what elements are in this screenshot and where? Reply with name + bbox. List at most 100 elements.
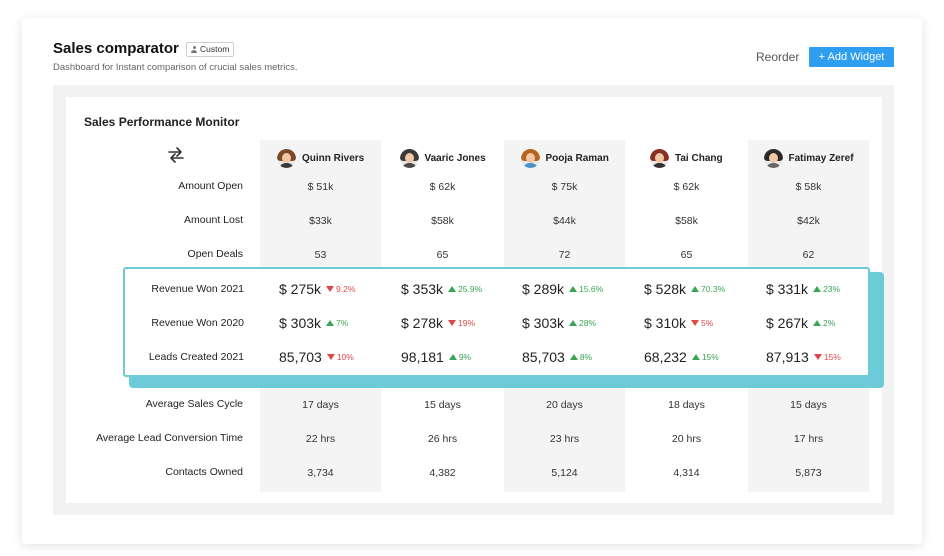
metric-cell: $ 289k 15.6% xyxy=(522,281,603,297)
row-label: Contacts Owned xyxy=(165,466,243,478)
row-label: Amount Lost xyxy=(184,214,243,226)
metric-value: $ 353k xyxy=(401,281,444,297)
custom-badge-label: Custom xyxy=(200,44,230,54)
trend-indicator: 15% xyxy=(813,352,841,362)
avatar-face xyxy=(768,152,778,163)
table-cell: 65 xyxy=(436,249,449,261)
row-label: Average Sales Cycle xyxy=(145,398,243,410)
table-cell: 62 xyxy=(802,249,815,261)
arrow-up-icon xyxy=(448,286,457,292)
avatar xyxy=(520,148,540,168)
table-cell: $33k xyxy=(309,215,332,227)
trend-indicator: 15.6% xyxy=(569,284,603,294)
person-name: Quinn Rivers xyxy=(302,152,365,164)
trend-indicator: 15% xyxy=(691,352,719,362)
metric-value: $ 275k xyxy=(279,281,322,297)
page-title: Sales comparator xyxy=(53,40,179,57)
metric-value: $ 310k xyxy=(644,315,687,331)
metric-cell: $ 353k 25.9% xyxy=(401,281,482,297)
arrow-up-icon xyxy=(691,354,700,360)
arrow-up-icon xyxy=(326,320,335,326)
table-cell: 3,734 xyxy=(307,467,334,479)
avatar xyxy=(277,148,296,168)
table-cell: 15 days xyxy=(424,399,461,411)
metric-cell: 87,913 15% xyxy=(766,349,841,365)
trend-indicator: 5% xyxy=(691,318,713,328)
avatar-face xyxy=(404,152,414,163)
metric-cell: $ 275k 9.2% xyxy=(279,281,355,297)
metric-value: 68,232 xyxy=(644,349,687,365)
person-name: Tai Chang xyxy=(675,152,723,164)
metric-value: $ 528k xyxy=(644,281,687,297)
table-cell: $58k xyxy=(431,215,454,227)
reorder-link[interactable]: Reorder xyxy=(756,50,800,64)
trend-indicator: 19% xyxy=(448,318,475,328)
metric-cell: $ 278k 19% xyxy=(401,315,475,331)
trend-percent: 15% xyxy=(701,352,719,362)
trend-indicator: 70.3% xyxy=(691,284,725,294)
avatar-face xyxy=(525,152,535,163)
trend-percent: 2% xyxy=(823,318,836,328)
trend-indicator: 9.2% xyxy=(326,284,355,294)
person-header[interactable]: Pooja Raman xyxy=(520,148,609,168)
table-cell: 72 xyxy=(558,249,571,261)
arrow-up-icon xyxy=(691,286,700,292)
metric-value: 87,913 xyxy=(766,349,809,365)
table-cell: 23 hrs xyxy=(549,433,580,445)
avatar xyxy=(763,148,783,168)
trend-percent: 15% xyxy=(823,352,841,362)
arrow-up-icon xyxy=(813,320,822,326)
person-name: Vaaric Jones xyxy=(424,152,486,164)
metric-value: $ 278k xyxy=(401,315,444,331)
table-cell: $ 58k xyxy=(795,181,822,193)
trend-indicator: 28% xyxy=(569,318,596,328)
metric-cell: 98,181 9% xyxy=(401,349,471,365)
person-header[interactable]: Quinn Rivers xyxy=(277,148,364,168)
arrow-up-icon xyxy=(448,354,457,360)
table-cell: 22 hrs xyxy=(305,433,336,445)
row-label: Average Lead Conversion Time xyxy=(96,432,243,444)
table-cell: 15 days xyxy=(790,399,827,411)
row-label: Open Deals xyxy=(187,248,243,260)
metric-cell: $ 331k 23% xyxy=(766,281,840,297)
swap-arrows-icon[interactable] xyxy=(166,146,186,164)
trend-percent: 28% xyxy=(579,318,597,328)
table-cell: 4,382 xyxy=(429,467,456,479)
person-header[interactable]: Fatimay Zeref xyxy=(763,148,854,168)
trend-indicator: 25.9% xyxy=(448,284,482,294)
avatar-body xyxy=(279,162,294,168)
trend-percent: 23% xyxy=(823,284,841,294)
trend-percent: 7% xyxy=(336,318,349,328)
trend-percent: 19% xyxy=(458,318,476,328)
metric-value: 85,703 xyxy=(522,349,565,365)
trend-indicator: 7% xyxy=(326,318,348,328)
arrow-up-icon xyxy=(569,286,578,292)
table-cell: 20 hrs xyxy=(671,433,702,445)
custom-badge: Custom xyxy=(186,42,235,57)
person-header[interactable]: Vaaric Jones xyxy=(399,148,486,168)
avatar xyxy=(399,148,419,168)
table-cell: $44k xyxy=(553,215,576,227)
table-cell: $ 62k xyxy=(673,181,700,193)
table-cell: 17 days xyxy=(302,399,339,411)
add-widget-button[interactable]: + Add Widget xyxy=(809,47,894,67)
arrow-up-icon xyxy=(813,286,822,292)
arrow-up-icon xyxy=(569,354,578,360)
trend-indicator: 9% xyxy=(448,352,471,362)
arrow-down-icon xyxy=(448,320,457,326)
metric-cell: 85,703 10% xyxy=(279,349,354,365)
table-cell: 20 days xyxy=(546,399,583,411)
row-label: Amount Open xyxy=(178,180,243,192)
widget-title: Sales Performance Monitor xyxy=(84,115,240,129)
trend-indicator: 10% xyxy=(326,352,354,362)
arrow-down-icon xyxy=(691,320,700,326)
metric-cell: 85,703 8% xyxy=(522,349,592,365)
metric-cell: $ 267k 2% xyxy=(766,315,835,331)
row-label: Leads Created 2021 xyxy=(148,351,244,363)
person-header[interactable]: Tai Chang xyxy=(650,148,723,168)
metric-value: 98,181 xyxy=(401,349,444,365)
table-cell: 5,873 xyxy=(795,467,822,479)
arrow-down-icon xyxy=(326,354,335,360)
metric-value: $ 267k xyxy=(766,315,809,331)
table-cell: $ 62k xyxy=(429,181,456,193)
